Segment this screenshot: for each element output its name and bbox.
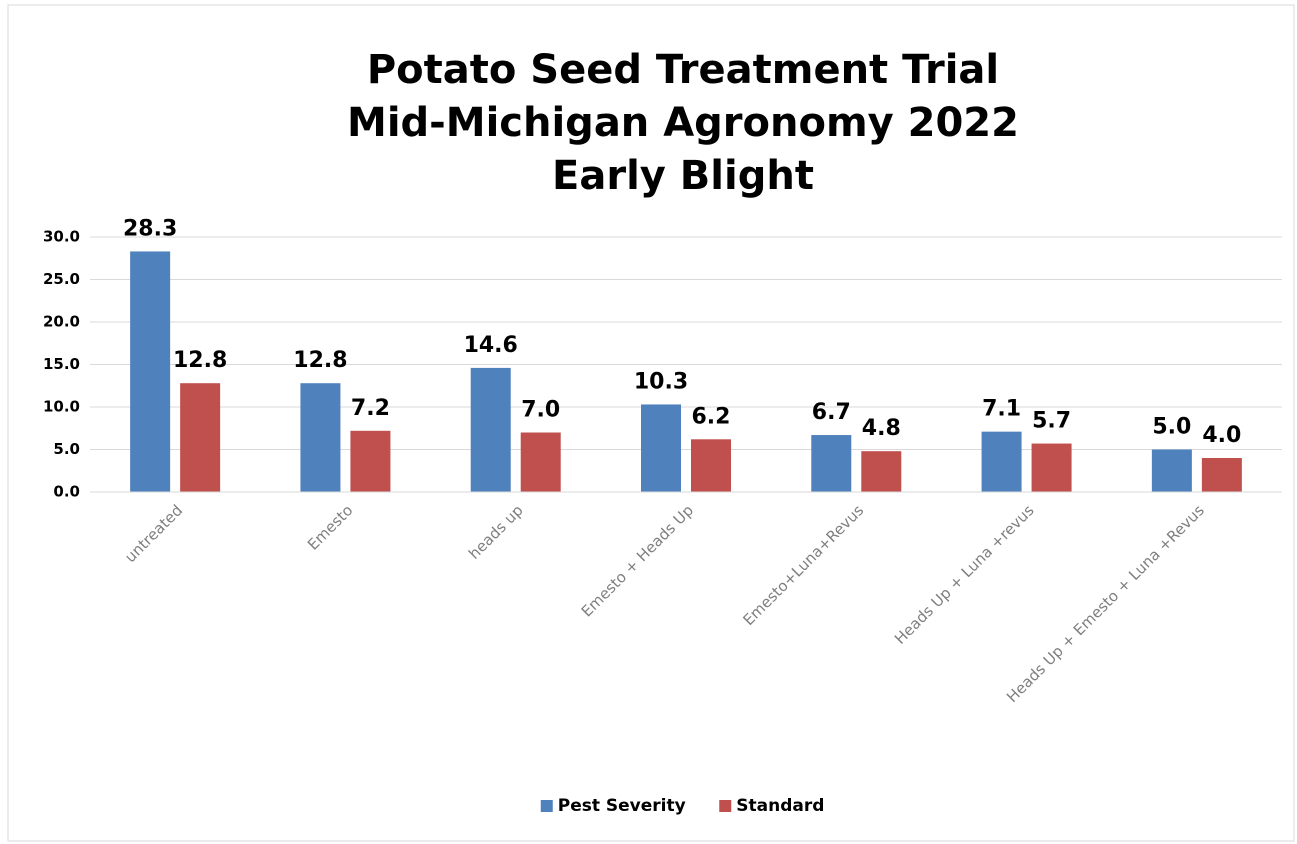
value-label: 7.2	[351, 396, 390, 421]
value-label: 6.2	[692, 404, 731, 429]
value-label: 5.0	[1152, 415, 1191, 440]
y-tick-label: 20.0	[43, 313, 80, 331]
value-label: 6.7	[812, 400, 851, 425]
value-label: 4.0	[1202, 423, 1241, 448]
chart-title: Mid-Michigan Agronomy 2022	[347, 100, 1019, 146]
bar	[180, 383, 221, 492]
value-label: 28.3	[123, 216, 177, 241]
y-tick-label: 30.0	[43, 228, 80, 246]
bar	[861, 451, 902, 492]
value-label: 4.8	[862, 416, 901, 441]
value-label: 7.1	[982, 397, 1021, 422]
chart-title: Potato Seed Treatment Trial	[367, 47, 999, 93]
chart-title: Early Blight	[552, 153, 814, 199]
bar	[520, 432, 561, 492]
bar	[470, 367, 511, 492]
bar	[1201, 458, 1242, 492]
bar	[130, 251, 171, 492]
y-tick-label: 15.0	[43, 355, 80, 373]
bar	[641, 404, 681, 492]
bar	[981, 431, 1022, 492]
bar	[691, 439, 731, 492]
legend-swatch	[719, 800, 732, 812]
bar	[1031, 443, 1072, 492]
value-label: 12.8	[293, 348, 347, 373]
legend-label: Pest Severity	[558, 796, 686, 816]
y-tick-label: 10.0	[43, 398, 80, 416]
legend-swatch	[540, 800, 553, 812]
value-label: 7.0	[521, 398, 560, 423]
value-label: 10.3	[634, 369, 688, 394]
value-label: 12.8	[173, 348, 227, 373]
y-tick-label: 0.0	[53, 483, 80, 501]
legend-label: Standard	[736, 796, 824, 816]
bar	[1151, 449, 1192, 492]
bar	[811, 435, 852, 492]
value-label: 14.6	[464, 333, 518, 358]
value-label: 5.7	[1032, 409, 1071, 434]
bar	[300, 383, 341, 492]
y-tick-label: 5.0	[53, 440, 80, 458]
bar	[350, 430, 391, 492]
y-tick-label: 25.0	[43, 270, 80, 288]
